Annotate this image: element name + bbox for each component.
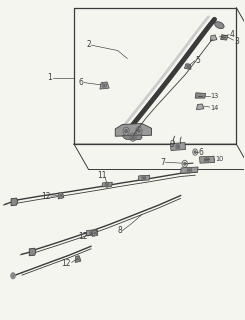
- Text: 14: 14: [210, 105, 219, 111]
- Text: 6: 6: [79, 78, 84, 87]
- Polygon shape: [171, 142, 185, 150]
- Circle shape: [60, 195, 61, 196]
- Polygon shape: [58, 192, 64, 199]
- Text: 4: 4: [230, 30, 234, 39]
- Polygon shape: [75, 256, 81, 262]
- Circle shape: [94, 232, 95, 234]
- Text: 1: 1: [48, 73, 52, 82]
- Polygon shape: [199, 156, 215, 163]
- Text: 7: 7: [160, 158, 165, 167]
- Circle shape: [189, 169, 190, 171]
- Polygon shape: [122, 135, 142, 140]
- Polygon shape: [29, 248, 36, 256]
- Polygon shape: [220, 35, 228, 40]
- Polygon shape: [86, 230, 98, 236]
- Text: 3: 3: [234, 36, 239, 45]
- Circle shape: [177, 146, 178, 148]
- Circle shape: [138, 129, 140, 132]
- Text: 12: 12: [41, 192, 50, 201]
- Circle shape: [206, 159, 208, 161]
- Circle shape: [143, 177, 145, 179]
- Polygon shape: [138, 175, 150, 180]
- Text: 10: 10: [215, 156, 223, 162]
- Circle shape: [11, 273, 15, 279]
- Polygon shape: [184, 64, 191, 69]
- Text: 11: 11: [97, 172, 107, 180]
- Polygon shape: [196, 104, 204, 110]
- Polygon shape: [102, 182, 112, 187]
- Text: 9: 9: [170, 140, 175, 149]
- Circle shape: [132, 136, 134, 139]
- Polygon shape: [195, 93, 206, 98]
- Text: 12: 12: [78, 232, 87, 241]
- Circle shape: [194, 151, 196, 153]
- Polygon shape: [181, 167, 198, 173]
- Polygon shape: [115, 124, 152, 136]
- Text: 12: 12: [62, 259, 71, 268]
- Circle shape: [106, 184, 108, 186]
- Text: 8: 8: [117, 226, 122, 235]
- Circle shape: [91, 232, 92, 234]
- Polygon shape: [100, 82, 109, 89]
- Circle shape: [104, 84, 105, 86]
- Text: 6: 6: [199, 148, 204, 157]
- Ellipse shape: [215, 22, 224, 29]
- Text: 2: 2: [86, 40, 91, 49]
- Circle shape: [77, 258, 78, 260]
- Circle shape: [187, 66, 189, 67]
- Polygon shape: [210, 35, 217, 41]
- Polygon shape: [92, 230, 98, 236]
- Circle shape: [184, 163, 186, 165]
- Text: 13: 13: [210, 93, 219, 99]
- Polygon shape: [11, 198, 18, 206]
- Circle shape: [125, 130, 127, 132]
- Text: 5: 5: [195, 56, 200, 65]
